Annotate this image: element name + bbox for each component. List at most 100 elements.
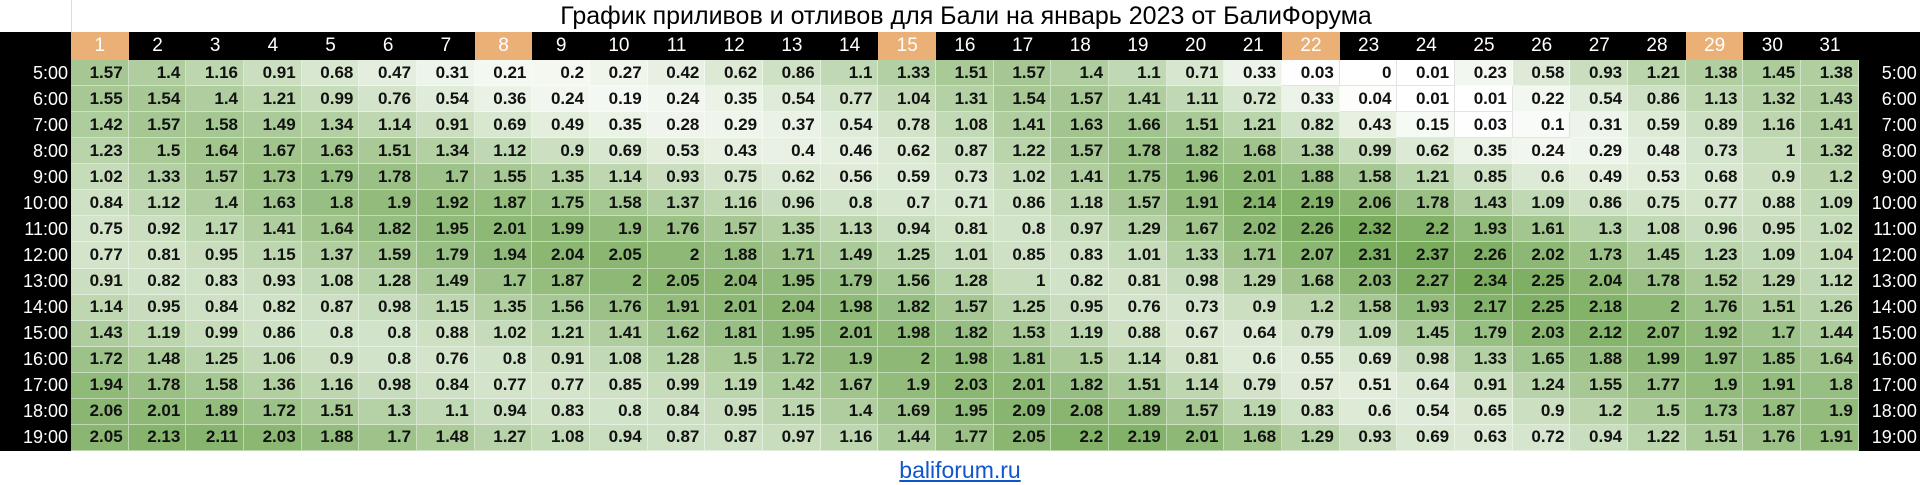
tide-value-cell: 1.98 xyxy=(820,294,879,321)
tide-value-cell: 0.53 xyxy=(1628,164,1686,191)
tide-value-cell: 2.14 xyxy=(1224,190,1283,217)
tide-value-cell: 1.57 xyxy=(186,164,245,191)
baliforum-link[interactable]: baliforum.ru xyxy=(899,457,1021,483)
tide-value-cell: 1.02 xyxy=(474,320,533,347)
tide-value-cell: 1.87 xyxy=(474,190,533,217)
tide-value-cell: 1.16 xyxy=(705,190,764,217)
tide-value-cell: 1.95 xyxy=(417,216,475,243)
tide-value-cell: 0.7 xyxy=(878,190,937,217)
tide-value-cell: 1.34 xyxy=(417,138,475,165)
day-header: 27 xyxy=(1588,35,1610,56)
tide-value-cell: 0.81 xyxy=(1109,268,1167,295)
tide-value-cell: 1.43 xyxy=(1801,86,1859,113)
tide-value-cell: 0.29 xyxy=(1570,138,1629,165)
time-label-right: 8:00 xyxy=(1858,138,1920,165)
tide-value-cell: 0.94 xyxy=(878,216,937,243)
tide-value-cell: 1.25 xyxy=(878,242,937,269)
tide-value-cell: 1.64 xyxy=(301,216,360,243)
tide-value-cell: 0.19 xyxy=(590,86,648,113)
tide-value-cell: 0.01 xyxy=(1455,86,1513,113)
tide-value-cell: 0.47 xyxy=(359,60,418,87)
tide-value-cell: 0.2 xyxy=(532,60,591,87)
tide-value-cell: 1.48 xyxy=(417,424,475,451)
tide-value-cell: 2.19 xyxy=(1109,424,1167,451)
tide-value-cell: 1.7 xyxy=(1743,320,1802,347)
tide-value-cell: 1.56 xyxy=(532,294,591,321)
tide-value-cell: 1.13 xyxy=(1685,86,1744,113)
tide-value-cell: 1.72 xyxy=(763,346,821,373)
tide-value-cell: 1.98 xyxy=(936,346,994,373)
tide-value-cell: 2.37 xyxy=(1397,242,1456,269)
tide-value-cell: 1.15 xyxy=(244,242,302,269)
tide-value-cell: 1.82 xyxy=(1051,372,1110,399)
tide-value-cell: 1.23 xyxy=(1685,242,1744,269)
tide-value-cell: 1.35 xyxy=(474,294,533,321)
tide-value-cell: 1.85 xyxy=(1743,346,1802,373)
day-header: 30 xyxy=(1761,35,1783,56)
tide-value-cell: 0.22 xyxy=(1512,86,1571,113)
tide-value-cell: 1.9 xyxy=(878,372,937,399)
tide-value-cell: 1.33 xyxy=(1455,346,1513,373)
tide-value-cell: 0.62 xyxy=(878,138,937,165)
day-header: 4 xyxy=(267,35,279,56)
tide-value-cell: 2.13 xyxy=(128,424,187,451)
corner-cell xyxy=(0,32,71,60)
tide-value-cell: 1.41 xyxy=(244,216,302,243)
tide-value-cell: 1.19 xyxy=(128,320,187,347)
tide-value-cell: 2 xyxy=(1628,294,1686,321)
tide-value-cell: 0.33 xyxy=(1282,86,1340,113)
tide-value-cell: 1.21 xyxy=(532,320,591,347)
tide-value-cell: 1.16 xyxy=(820,424,879,451)
header-row: 1 2 3 4 5 6 7 8 9 10 11 12 13 14 15 16 17 18 19 20 21 22 23 24 2… xyxy=(0,32,1920,60)
tide-value-cell: 1.02 xyxy=(993,164,1052,191)
tide-value-cell: 2.03 xyxy=(244,424,302,451)
tide-value-cell: 1.55 xyxy=(71,86,129,113)
tide-value-cell: 1.57 xyxy=(128,112,187,139)
tide-value-cell: 0.73 xyxy=(1166,294,1225,321)
tide-value-cell: 1.51 xyxy=(1685,424,1744,451)
tide-value-cell: 0.24 xyxy=(647,86,706,113)
tide-value-cell: 2.06 xyxy=(1339,190,1398,217)
tide-value-cell: 1.27 xyxy=(474,424,533,451)
tide-value-cell: 1.5 xyxy=(128,138,187,165)
time-label: 6:00 xyxy=(0,86,71,113)
tide-value-cell: 0.83 xyxy=(186,268,245,295)
time-label-right: 15:00 xyxy=(1858,320,1920,347)
tide-value-cell: 0.77 xyxy=(71,242,129,269)
tide-value-cell: 2.12 xyxy=(1570,320,1629,347)
tide-value-cell: 1.36 xyxy=(244,372,302,399)
table-row: 9:00 1.02 1.33 1.57 1.73 1.79 1.78 1.7 1.55 1.35 1… xyxy=(0,164,1920,191)
tide-value-cell: 2.01 xyxy=(474,216,533,243)
tide-value-cell: 1.88 xyxy=(705,242,764,269)
tide-value-cell: 0.94 xyxy=(474,398,533,425)
tide-value-cell: 1.33 xyxy=(128,164,187,191)
tide-value-cell: 1.73 xyxy=(1570,242,1629,269)
tide-value-cell: 1.76 xyxy=(1743,424,1802,451)
tide-value-cell: 0.72 xyxy=(1224,86,1283,113)
tide-value-cell: 2.17 xyxy=(1455,294,1513,321)
tide-value-cell: 1.48 xyxy=(128,346,187,373)
table-row: 17:00 1.94 1.78 1.58 1.36 1.16 0.98 0.84 0.77 0.7… xyxy=(0,372,1920,399)
tide-value-cell: 0.91 xyxy=(71,268,129,295)
tide-value-cell: 0.57 xyxy=(1282,372,1340,399)
table-row: 19:00 2.05 2.13 2.11 2.03 1.88 1.7 1.48 1.27 1.08… xyxy=(0,424,1920,451)
time-label: 14:00 xyxy=(0,294,71,321)
tide-value-cell: 1.35 xyxy=(532,164,591,191)
tide-value-cell: 0.82 xyxy=(244,294,302,321)
tide-value-cell: 1.4 xyxy=(186,190,245,217)
tide-value-cell: 1.57 xyxy=(705,216,764,243)
tide-value-cell: 1.9 xyxy=(1801,398,1859,425)
tide-value-cell: 0.71 xyxy=(1166,60,1225,87)
tide-value-cell: 1.01 xyxy=(936,242,994,269)
day-header: 10 xyxy=(608,35,630,56)
tide-value-cell: 1.95 xyxy=(936,398,994,425)
tide-value-cell: 1.12 xyxy=(128,190,187,217)
tide-value-cell: 1.37 xyxy=(647,190,706,217)
tide-value-cell: 1.88 xyxy=(301,424,360,451)
tide-value-cell: 0.01 xyxy=(1397,86,1456,113)
tide-value-cell: 1.18 xyxy=(1051,190,1110,217)
time-label: 18:00 xyxy=(0,398,71,425)
tide-value-cell: 1.64 xyxy=(1801,346,1859,373)
tide-value-cell: 2.04 xyxy=(763,294,821,321)
tide-value-cell: 1.91 xyxy=(1801,424,1859,451)
